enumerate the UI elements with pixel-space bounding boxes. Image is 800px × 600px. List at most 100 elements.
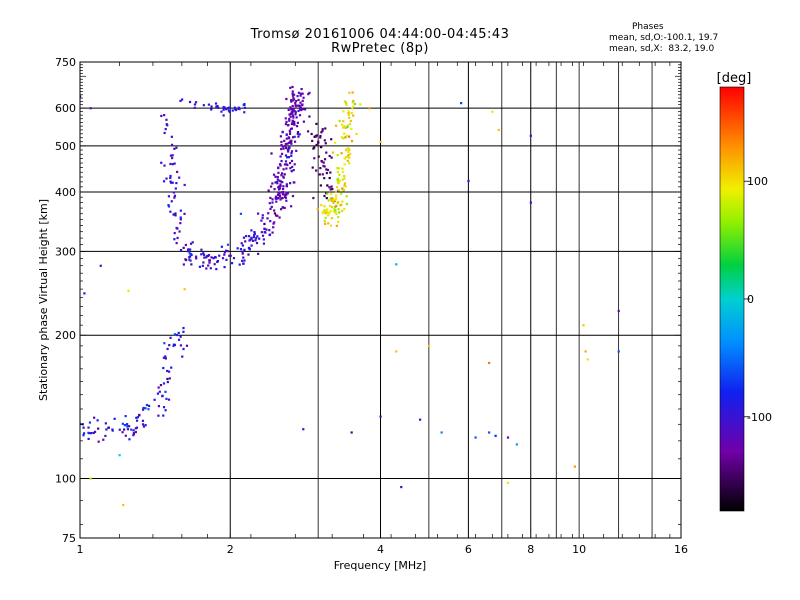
echo-point bbox=[177, 331, 180, 334]
echo-point bbox=[289, 115, 292, 118]
echo-point bbox=[160, 114, 163, 118]
echo-point bbox=[284, 142, 287, 146]
echo-point bbox=[267, 212, 270, 215]
echo-point bbox=[241, 259, 244, 262]
echo-point bbox=[286, 192, 289, 195]
echo-point bbox=[288, 161, 292, 165]
echo-point bbox=[92, 431, 95, 435]
echo-point bbox=[293, 181, 296, 184]
echo-point bbox=[255, 241, 259, 245]
echo-point bbox=[286, 156, 289, 159]
echo-point bbox=[379, 140, 382, 143]
echo-point bbox=[300, 87, 303, 91]
echo-point bbox=[343, 174, 346, 178]
echo-point bbox=[215, 268, 218, 271]
echo-point bbox=[491, 110, 494, 113]
echo-point bbox=[179, 248, 183, 252]
echo-point bbox=[322, 164, 325, 168]
echo-point bbox=[277, 166, 280, 169]
echo-point bbox=[293, 120, 296, 124]
echo-point bbox=[172, 191, 176, 194]
echo-point bbox=[351, 101, 354, 104]
echo-point bbox=[291, 92, 294, 95]
echo-point bbox=[332, 210, 336, 213]
echo-point bbox=[111, 428, 114, 431]
echo-point bbox=[82, 432, 86, 435]
echo-point bbox=[89, 107, 92, 110]
echo-point bbox=[255, 237, 258, 240]
echo-point bbox=[207, 264, 210, 267]
echo-point bbox=[293, 123, 296, 126]
y-tick-label: 300 bbox=[55, 245, 76, 258]
echo-point bbox=[319, 136, 322, 139]
echo-point bbox=[328, 176, 331, 180]
echo-point bbox=[334, 190, 338, 193]
echo-point bbox=[205, 267, 208, 270]
echo-point bbox=[296, 94, 299, 98]
echo-point bbox=[163, 131, 166, 135]
echo-point bbox=[243, 248, 246, 251]
echo-point bbox=[174, 214, 177, 217]
echo-point bbox=[288, 146, 291, 149]
echo-point bbox=[290, 100, 293, 103]
echo-point bbox=[330, 217, 333, 220]
echo-point bbox=[187, 250, 190, 253]
echo-point bbox=[338, 119, 341, 123]
echo-point bbox=[128, 425, 131, 428]
echo-point bbox=[335, 194, 338, 197]
echo-point bbox=[213, 263, 216, 266]
echo-point bbox=[279, 135, 283, 138]
echo-point bbox=[341, 170, 345, 174]
echo-point bbox=[474, 436, 477, 439]
echo-point bbox=[506, 436, 510, 439]
echo-point bbox=[283, 206, 286, 210]
echo-point bbox=[296, 132, 299, 135]
echo-point bbox=[285, 120, 288, 123]
echo-point bbox=[308, 91, 311, 95]
echo-point bbox=[313, 146, 316, 149]
echo-point bbox=[359, 103, 362, 106]
echo-point bbox=[343, 100, 347, 103]
echo-point bbox=[278, 163, 282, 166]
phases-x-line: mean, sd,X: 83.2, 19.0 bbox=[609, 44, 715, 54]
echo-point bbox=[351, 91, 354, 94]
echo-point bbox=[323, 177, 326, 180]
echo-point bbox=[288, 132, 292, 135]
echo-point bbox=[157, 414, 160, 417]
echo-point bbox=[194, 255, 198, 258]
echo-point bbox=[340, 192, 343, 195]
echo-point bbox=[279, 180, 282, 183]
plot-frame bbox=[79, 61, 682, 539]
echo-point bbox=[326, 184, 329, 187]
echo-point bbox=[515, 443, 518, 446]
echo-point bbox=[529, 134, 532, 137]
echo-point bbox=[200, 253, 203, 256]
x-tick-label: 16 bbox=[674, 543, 688, 556]
echo-point bbox=[297, 109, 300, 113]
echo-point bbox=[163, 342, 166, 345]
echo-point bbox=[253, 233, 256, 237]
echo-point bbox=[291, 114, 295, 117]
echo-point bbox=[584, 350, 587, 353]
echo-point bbox=[297, 91, 300, 94]
echo-point bbox=[342, 126, 345, 129]
echo-point bbox=[281, 145, 284, 148]
echo-point bbox=[164, 390, 167, 393]
echo-point bbox=[336, 201, 339, 204]
echo-point bbox=[350, 111, 353, 115]
echo-point bbox=[97, 427, 100, 430]
echo-point bbox=[97, 440, 100, 443]
echo-point bbox=[241, 244, 245, 247]
echo-point bbox=[349, 152, 352, 156]
echo-point bbox=[271, 198, 274, 201]
colorbar-ticks: 100 0 -100 bbox=[744, 175, 772, 424]
echo-point bbox=[275, 200, 278, 203]
echo-point bbox=[271, 182, 274, 185]
echo-point bbox=[285, 163, 288, 166]
echo-point bbox=[262, 238, 265, 241]
colorbar-unit: [deg] bbox=[717, 71, 752, 86]
echo-point bbox=[182, 326, 185, 330]
echo-point bbox=[178, 176, 181, 179]
echo-point bbox=[249, 238, 252, 241]
echo-point bbox=[315, 169, 318, 172]
